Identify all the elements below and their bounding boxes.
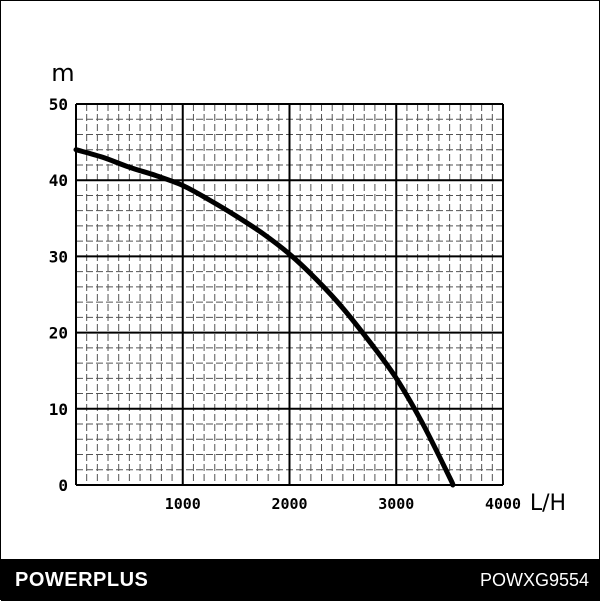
brand-name: POWERPLUS	[15, 568, 149, 591]
y-axis-label: m	[51, 59, 74, 87]
x-tick-label: 3000	[378, 495, 414, 513]
y-tick-label: 10	[49, 400, 68, 419]
x-tick-label: 4000	[485, 495, 521, 513]
model-number: POWXG9554	[479, 569, 589, 590]
footer-bar: POWERPLUS POWXG9554	[1, 559, 600, 601]
x-axis-label: L/H	[530, 491, 566, 516]
y-tick-label: 40	[49, 171, 68, 190]
major-grid	[75, 103, 504, 486]
x-tick-label: 1000	[165, 495, 201, 513]
series-line	[73, 147, 456, 488]
x-tick-label: 2000	[271, 495, 307, 513]
y-tick-label: 50	[49, 95, 68, 114]
tick-labels: 1000 2000 3000 4000 0 10 20 30 40 50	[49, 95, 521, 513]
y-tick-label: 30	[49, 247, 68, 266]
pump-curve-chart: 1000 2000 3000 4000 0 10 20 30 40 50 m L/H	[49, 59, 566, 516]
y-tick-label: 20	[49, 324, 68, 343]
y-tick-label: 0	[58, 476, 68, 495]
